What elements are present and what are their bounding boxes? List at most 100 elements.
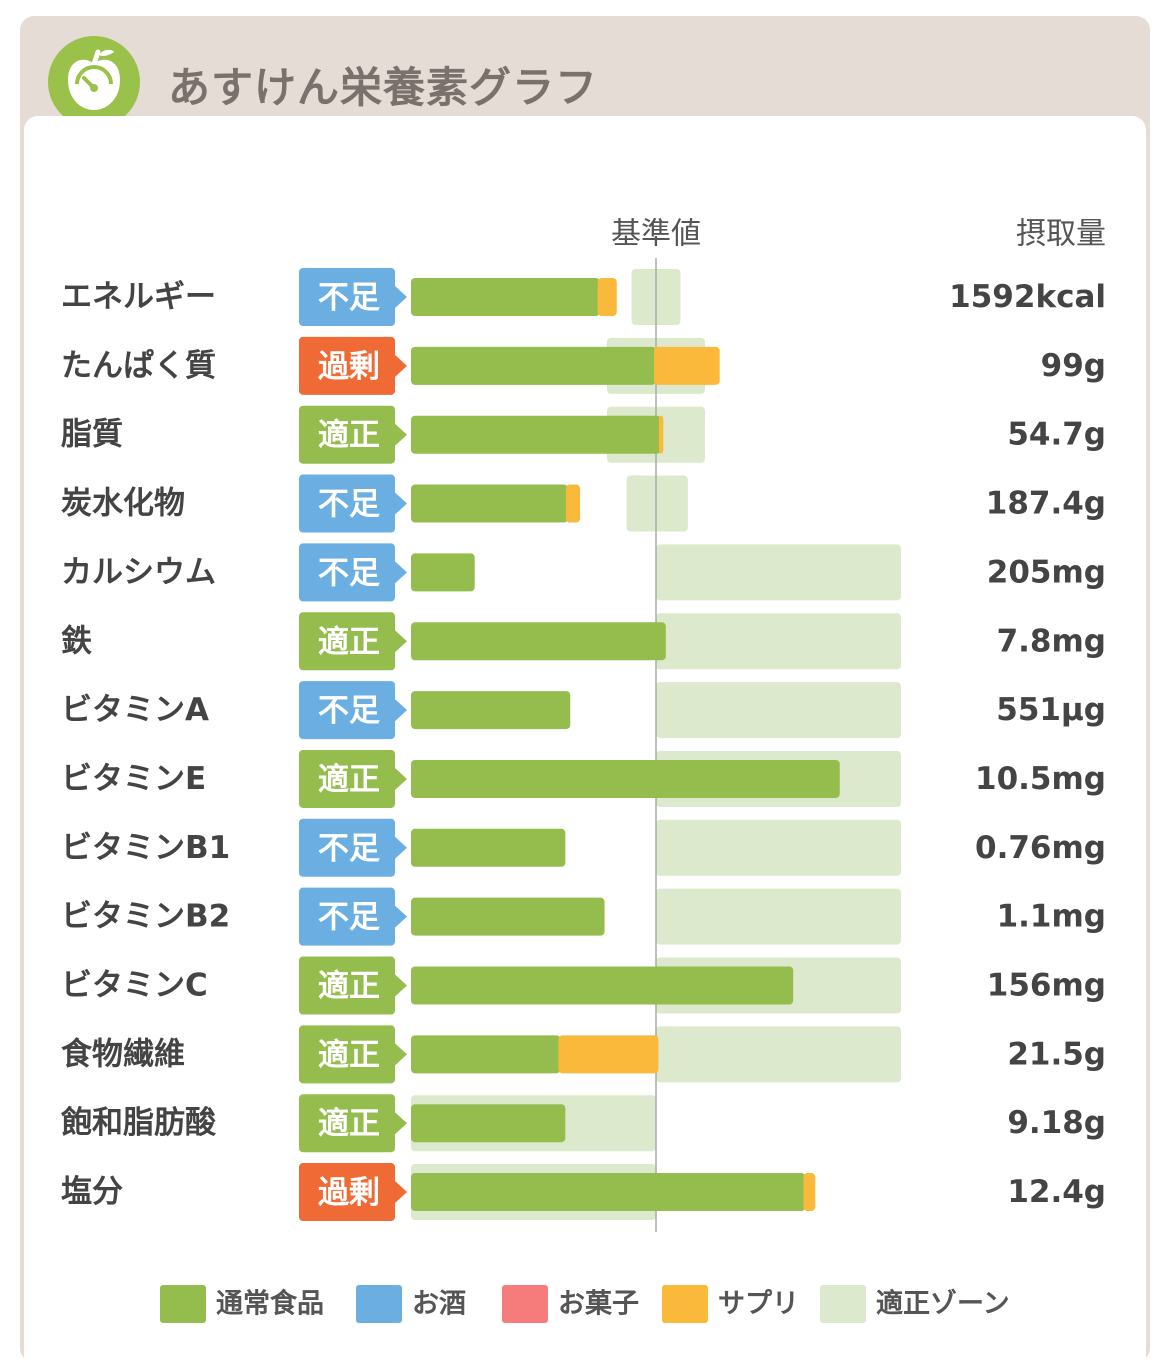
supplement-bar bbox=[803, 1173, 816, 1212]
reference-label: 基準値 bbox=[611, 217, 701, 252]
zone-band bbox=[656, 819, 901, 876]
status-badge-label: 過剰 bbox=[318, 349, 380, 385]
value-column-header: 摂取量 bbox=[1016, 217, 1106, 252]
status-badge bbox=[299, 956, 407, 1015]
intake-value: 156mg bbox=[987, 968, 1106, 1004]
food-bar bbox=[411, 759, 840, 798]
status-badge bbox=[299, 681, 407, 740]
legend-swatch bbox=[502, 1285, 548, 1323]
nutrient-label: 炭水化物 bbox=[61, 486, 185, 522]
supplement-bar bbox=[558, 1035, 659, 1074]
nutrient-label: ビタミンE bbox=[61, 761, 206, 797]
nutrient-label: 塩分 bbox=[61, 1174, 123, 1210]
status-badge bbox=[299, 474, 407, 533]
legend-item: 通常食品 bbox=[216, 1288, 324, 1320]
zone-band bbox=[656, 682, 901, 739]
food-bar bbox=[411, 484, 568, 523]
zone-band bbox=[656, 888, 901, 945]
intake-value: 0.76mg bbox=[975, 830, 1106, 866]
intake-value: 9.18g bbox=[1007, 1105, 1106, 1141]
status-badge-label: 適正 bbox=[318, 418, 380, 454]
status-badge bbox=[299, 612, 407, 671]
status-badge-label: 不足 bbox=[318, 280, 380, 316]
status-badge bbox=[299, 405, 407, 464]
intake-value: 10.5mg bbox=[975, 761, 1106, 797]
food-bar bbox=[411, 897, 605, 936]
supplement-bar bbox=[597, 278, 617, 316]
zone-band bbox=[656, 613, 901, 670]
status-badge bbox=[299, 1025, 407, 1084]
supplement-bar bbox=[654, 346, 720, 385]
nutrient-label: 脂質 bbox=[61, 417, 123, 453]
nutrient-label: 鉄 bbox=[61, 623, 92, 659]
intake-value: 21.5g bbox=[1007, 1036, 1106, 1072]
status-badge bbox=[299, 543, 407, 602]
food-bar bbox=[411, 553, 475, 592]
nutrient-label: ビタミンB2 bbox=[61, 899, 230, 935]
nutrient-label: 飽和脂肪酸 bbox=[61, 1105, 217, 1141]
status-badge-label: 不足 bbox=[318, 487, 380, 523]
page-title: あすけん栄養素グラフ bbox=[168, 63, 599, 112]
graph-panel: あすけん栄養素グラフ 基準値 摂取量エネルギー 1592kcal たんぱく質 99g 脂質… bbox=[20, 16, 1150, 1362]
status-badge-label: 不足 bbox=[318, 831, 380, 867]
status-badge-label: 適正 bbox=[318, 1037, 380, 1073]
food-bar bbox=[411, 1035, 561, 1074]
legend-swatch bbox=[820, 1285, 866, 1323]
food-bar bbox=[411, 415, 661, 454]
status-badge bbox=[299, 749, 407, 808]
food-bar bbox=[411, 1104, 566, 1143]
status-badge bbox=[299, 268, 407, 326]
intake-value: 205mg bbox=[987, 554, 1106, 590]
status-badge-label: 過剰 bbox=[318, 1175, 380, 1211]
zone-band bbox=[656, 1026, 901, 1083]
nutrient-label: エネルギー bbox=[61, 279, 216, 315]
status-badge bbox=[299, 1094, 407, 1153]
intake-value: 187.4g bbox=[986, 486, 1106, 522]
legend-item: お酒 bbox=[412, 1289, 466, 1320]
legend-swatch bbox=[356, 1285, 402, 1323]
legend-swatch bbox=[662, 1285, 708, 1323]
status-badge bbox=[299, 887, 407, 946]
legend-swatch bbox=[160, 1285, 206, 1323]
status-badge-label: 適正 bbox=[318, 624, 380, 660]
status-badge-label: 適正 bbox=[318, 1106, 380, 1142]
intake-value: 551μg bbox=[996, 692, 1106, 728]
food-bar bbox=[411, 828, 566, 867]
status-badge bbox=[299, 1163, 407, 1222]
legend-item: 適正ゾーン bbox=[876, 1288, 1010, 1320]
nutrient-label: 食物繊維 bbox=[61, 1036, 185, 1072]
nutrient-label: カルシウム bbox=[61, 554, 216, 590]
zone-band bbox=[626, 475, 688, 532]
food-bar bbox=[411, 966, 794, 1005]
food-bar bbox=[411, 622, 666, 661]
nutrient-label: ビタミンB1 bbox=[61, 830, 230, 866]
nutrient-label: ビタミンA bbox=[61, 692, 209, 728]
nutrient-label: たんぱく質 bbox=[61, 348, 216, 384]
status-badge bbox=[299, 336, 407, 395]
intake-value: 7.8mg bbox=[997, 623, 1106, 659]
food-bar bbox=[411, 278, 600, 316]
food-bar bbox=[411, 1173, 806, 1212]
status-badge-label: 不足 bbox=[318, 900, 380, 936]
status-badge-label: 不足 bbox=[318, 555, 380, 591]
intake-value: 54.7g bbox=[1007, 417, 1106, 453]
chart-card: 基準値 摂取量エネルギー 1592kcal たんぱく質 99g 脂質 54.7g 炭水化物 18… bbox=[24, 116, 1146, 1362]
nutrient-label: ビタミンC bbox=[61, 968, 208, 1004]
legend-item: お菓子 bbox=[558, 1289, 639, 1320]
zone-band bbox=[656, 544, 901, 601]
status-badge-label: 適正 bbox=[318, 969, 380, 1005]
food-bar bbox=[411, 691, 571, 730]
intake-value: 12.4g bbox=[1007, 1174, 1106, 1210]
supplement-bar bbox=[565, 484, 581, 523]
intake-value: 1.1mg bbox=[997, 899, 1106, 935]
status-badge bbox=[299, 818, 407, 877]
status-badge-label: 適正 bbox=[318, 762, 380, 798]
legend-item: サプリ bbox=[718, 1289, 799, 1320]
supplement-bar bbox=[658, 415, 664, 454]
intake-value: 99g bbox=[1041, 348, 1106, 384]
header: あすけん栄養素グラフ bbox=[20, 16, 1150, 128]
intake-value: 1592kcal bbox=[949, 279, 1106, 315]
food-bar bbox=[411, 346, 656, 385]
status-badge-label: 不足 bbox=[318, 693, 380, 729]
